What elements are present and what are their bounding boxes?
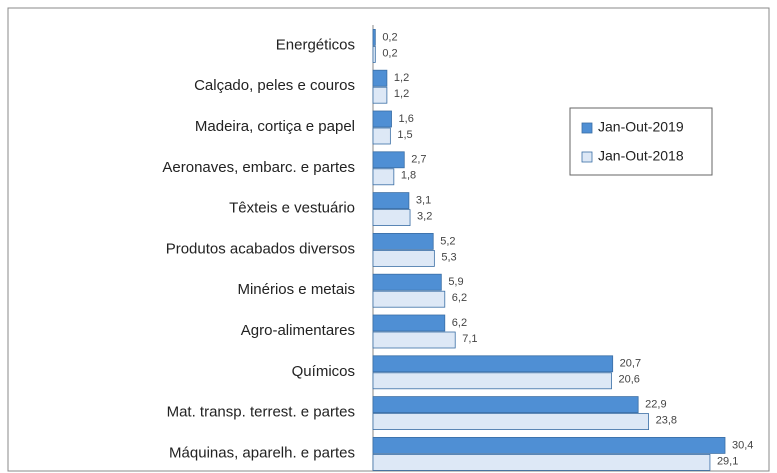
bar: [372, 314, 446, 332]
value-label: 1,5: [397, 129, 412, 141]
value-label: 1,2: [394, 88, 409, 100]
bar: [372, 331, 456, 349]
value-label: 0,2: [382, 31, 397, 43]
value-label: 2,7: [411, 154, 426, 166]
bar: [372, 192, 410, 210]
bar: [372, 110, 392, 128]
bar: [372, 168, 395, 186]
legend-label: Jan-Out-2018: [598, 148, 684, 164]
bar: [372, 372, 612, 390]
bar: [372, 453, 711, 471]
category-label: Têxteis e vestuário: [229, 200, 355, 217]
bar: [372, 28, 376, 46]
category-label: Máquinas, aparelh. e partes: [169, 444, 355, 461]
category-label: Energéticos: [276, 36, 355, 53]
value-label: 23,8: [656, 415, 677, 427]
bar: [372, 127, 391, 145]
category-label: Produtos acabados diversos: [166, 240, 355, 257]
bar: [372, 232, 434, 250]
value-label: 1,6: [399, 113, 414, 125]
value-label: 29,1: [717, 455, 738, 467]
bar: [372, 436, 726, 454]
value-label: 3,1: [416, 195, 431, 207]
bar: [372, 209, 411, 227]
bar: [372, 355, 614, 373]
value-label: 5,2: [440, 235, 455, 247]
bar: [372, 396, 639, 414]
category-label: Calçado, peles e couros: [194, 77, 355, 94]
value-label: 30,4: [732, 439, 753, 451]
category-label: Madeira, cortiça e papel: [195, 118, 355, 135]
value-label: 1,8: [401, 170, 416, 182]
bar: [372, 151, 405, 169]
bar: [372, 413, 649, 431]
category-label: Agro-alimentares: [241, 322, 355, 339]
legend-box: [569, 107, 713, 176]
value-label: 5,3: [441, 251, 456, 263]
value-label: 1,2: [394, 72, 409, 84]
value-label: 0,2: [382, 47, 397, 59]
legend-swatch: [581, 122, 593, 134]
bar: [372, 273, 442, 291]
bar: [372, 86, 388, 104]
category-label: Minérios e metais: [237, 281, 355, 298]
value-label: 3,2: [417, 211, 432, 223]
bar: [372, 249, 435, 267]
legend-label: Jan-Out-2019: [598, 119, 684, 135]
category-label: Químicos: [292, 363, 355, 380]
bar: [372, 69, 388, 87]
value-label: 5,9: [448, 276, 463, 288]
bar: [372, 290, 446, 308]
category-label: Mat. transp. terrest. e partes: [167, 404, 355, 421]
bar: [372, 46, 376, 63]
value-label: 7,1: [462, 333, 477, 345]
value-label: 20,6: [619, 374, 640, 386]
value-label: 6,2: [452, 292, 467, 304]
category-label: Aeronaves, embarc. e partes: [162, 159, 355, 176]
value-label: 20,7: [620, 358, 641, 370]
value-label: 6,2: [452, 317, 467, 329]
value-label: 22,9: [645, 399, 666, 411]
legend-swatch: [581, 151, 593, 163]
